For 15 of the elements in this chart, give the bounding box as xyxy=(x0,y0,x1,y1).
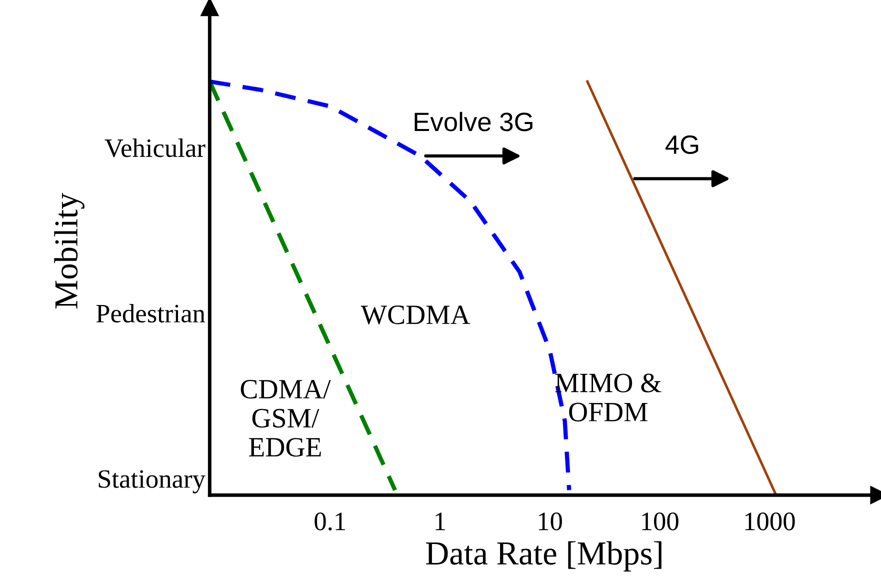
annotation: WCDMA xyxy=(360,306,470,324)
x-tick-label: 0.1 xyxy=(314,512,346,530)
text: Pedestrian xyxy=(96,304,206,323)
text: Stationary xyxy=(98,470,206,494)
x-tick-label: 10 xyxy=(538,512,562,530)
annotation: 4G xyxy=(665,135,698,154)
annotation: Evolve 3G xyxy=(414,112,532,132)
x-tick-label: 100 xyxy=(642,512,678,530)
text: Vehicular xyxy=(104,138,206,158)
x-tick-label: 1000 xyxy=(745,512,795,530)
annotation: MIMO & OFDM xyxy=(555,374,662,422)
y-axis-title: Mobility xyxy=(54,192,84,308)
annotation: CDMA/ GSM/ EDGE xyxy=(240,380,331,457)
x-tick-label: 1 xyxy=(436,512,445,530)
x-axis-title: Data Rate [Mbps] xyxy=(426,541,662,572)
